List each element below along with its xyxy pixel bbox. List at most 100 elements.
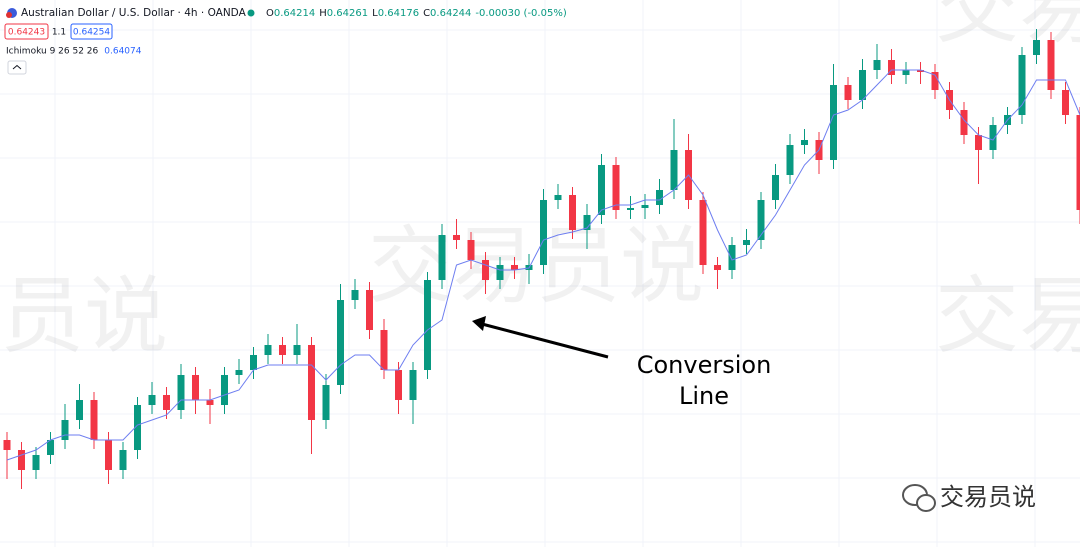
watermark: 交易员说 (935, 267, 1080, 365)
candle-body (90, 400, 98, 440)
candle-body (554, 195, 562, 200)
buy-box[interactable] (70, 23, 113, 40)
candle-body (61, 420, 69, 440)
candle-body (148, 395, 156, 405)
chevron[interactable] (12, 64, 22, 70)
candle-body (192, 375, 199, 400)
candle-body (975, 135, 982, 150)
candle-body (395, 370, 402, 400)
spread: 1.1 (52, 28, 66, 38)
candle-body (453, 235, 460, 240)
ohlc-value: 0.64261 (327, 8, 368, 19)
watermark: 交易员说 (368, 217, 704, 315)
candle-body (873, 60, 881, 70)
candle-body (47, 440, 54, 455)
ohlc-value: 0.64176 (378, 8, 419, 19)
candle-body (786, 145, 794, 175)
candle-body (105, 440, 112, 470)
candle-body (960, 110, 968, 135)
ohlc-value: 0.64244 (430, 8, 471, 19)
candle-body (772, 175, 779, 200)
candle-body (801, 140, 808, 145)
ohlc: O0.64214 H0.64261 L0.64176 C0.64244 -0.00030… (266, 8, 567, 19)
candle-body (380, 330, 388, 370)
candle-body (989, 125, 997, 150)
watermark: 交易员说 (935, 0, 1080, 55)
ohlc-label: C (423, 8, 430, 19)
candle-body (18, 450, 25, 470)
candle-body (177, 375, 185, 410)
candle-body (888, 60, 895, 75)
candle-body (482, 260, 489, 280)
candle-body (830, 85, 837, 160)
candle-body (1018, 55, 1026, 115)
watermark: 交易员说 (0, 267, 168, 365)
candle-body (134, 405, 141, 450)
candle-body (1062, 90, 1069, 115)
ohlc-label: L (372, 8, 378, 19)
symbol: Australian Dollar / U.S. Dollar · 4h · O… (21, 7, 247, 19)
candle-body (206, 400, 214, 405)
candle-body (279, 345, 286, 355)
candle-body (76, 400, 83, 420)
candle-body (569, 195, 576, 230)
candle-body (583, 215, 591, 230)
candle-body (438, 235, 446, 280)
symbol-icon (6, 12, 12, 18)
candle-body (917, 70, 924, 72)
candle-body (743, 240, 750, 245)
candle-body (844, 85, 852, 100)
indicator-value: 0.64074 (104, 47, 141, 57)
candle-body (641, 205, 649, 208)
candle-body (598, 165, 605, 215)
candle-body (902, 70, 910, 75)
candle-body (366, 290, 373, 330)
plot (3, 29, 1080, 489)
logo-icon (916, 494, 936, 512)
candle-body (1033, 40, 1040, 55)
candle-body (714, 265, 721, 270)
candle-body (308, 345, 315, 420)
logo (902, 484, 936, 512)
candle-body (264, 345, 272, 355)
candle-body (1076, 115, 1080, 210)
logo-text: 交易员说 (940, 483, 1036, 511)
candle-body (221, 375, 228, 405)
candle-body (859, 70, 866, 100)
candle-body (656, 190, 663, 205)
candle-body (250, 355, 257, 370)
status-dot (247, 9, 255, 17)
candle-body (540, 200, 547, 265)
candle-body (699, 200, 707, 265)
ohlc-value: 0.64214 (274, 8, 315, 19)
ohlc-change: -0.00030 (-0.05%) (475, 8, 566, 19)
candle-body (612, 165, 620, 210)
candle-body (32, 455, 40, 470)
indicator: Ichimoku 9 26 52 26 (6, 47, 99, 57)
ohlc-label: O (266, 8, 274, 19)
annotation: Line (679, 382, 729, 410)
sell-box[interactable] (4, 23, 49, 40)
candle-body (1047, 40, 1055, 90)
arrow (481, 322, 609, 359)
candle-body (728, 245, 736, 270)
candle-body (322, 385, 330, 420)
candle-body (3, 440, 11, 450)
candle-body (670, 150, 678, 190)
candle-body (757, 200, 765, 240)
collapse-button[interactable] (7, 60, 27, 75)
sell-price[interactable]: 0.64243 (8, 28, 45, 38)
candle-body (627, 208, 634, 210)
candle-body (467, 240, 475, 260)
arrow-head (472, 316, 486, 331)
candle-body (931, 72, 939, 90)
buy-price[interactable]: 0.64254 (73, 28, 110, 38)
candle-body (351, 290, 359, 300)
candle-body (337, 300, 344, 385)
candle-body (409, 370, 417, 400)
candle-body (235, 370, 243, 375)
candle-body (424, 280, 431, 370)
